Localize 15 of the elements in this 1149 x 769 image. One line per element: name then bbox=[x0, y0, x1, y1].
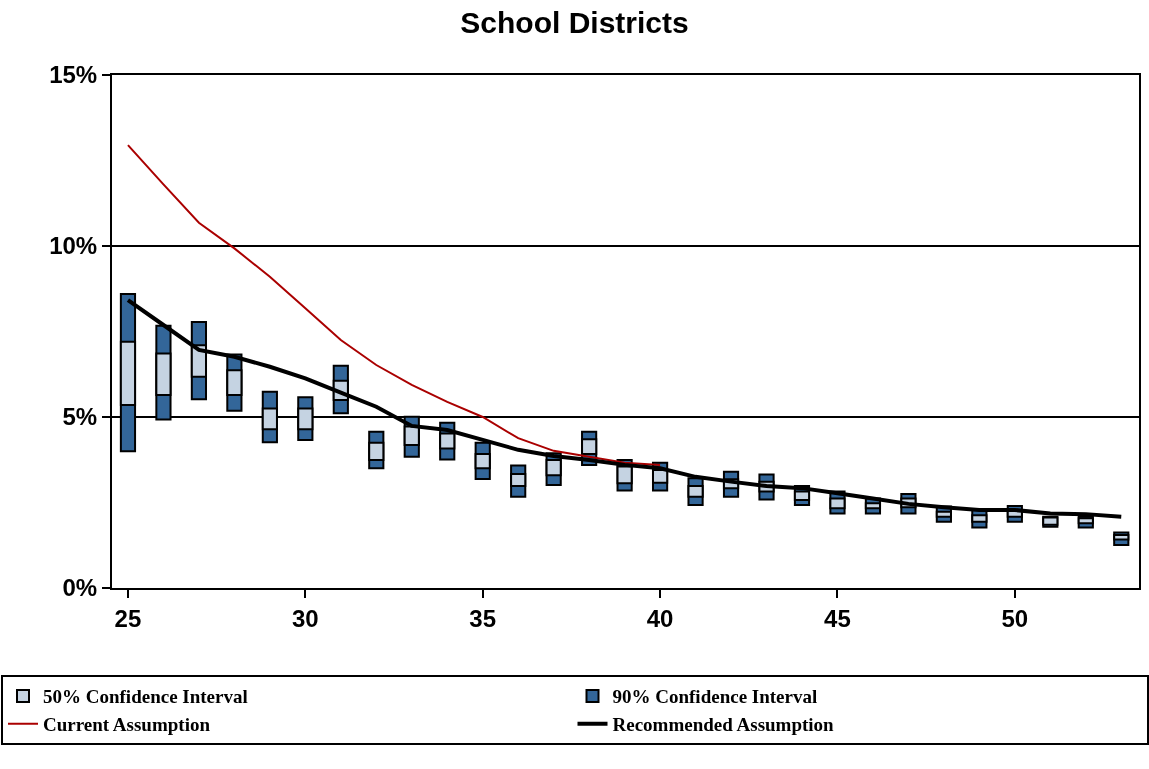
y-tick-label: 10% bbox=[49, 232, 98, 260]
x-tick-label: 40 bbox=[646, 604, 674, 632]
legend-label: 50% Confidence Interval bbox=[43, 686, 248, 708]
y-tick-label: 15% bbox=[49, 61, 98, 89]
y-tick-label: 0% bbox=[62, 574, 98, 602]
legend-label: 90% Confidence Interval bbox=[612, 686, 818, 708]
y-tick-label: 5% bbox=[62, 403, 98, 431]
legend-label: Recommended Assumption bbox=[612, 714, 835, 736]
x-tick-label: 50 bbox=[1001, 604, 1029, 632]
x-tick-label: 30 bbox=[291, 604, 319, 632]
x-tick-label: 35 bbox=[469, 604, 497, 632]
chart-title: School Districts bbox=[460, 5, 689, 39]
x-tick-label: 25 bbox=[114, 604, 142, 632]
legend-label: Current Assumption bbox=[43, 714, 211, 736]
x-tick-label: 45 bbox=[824, 604, 851, 632]
